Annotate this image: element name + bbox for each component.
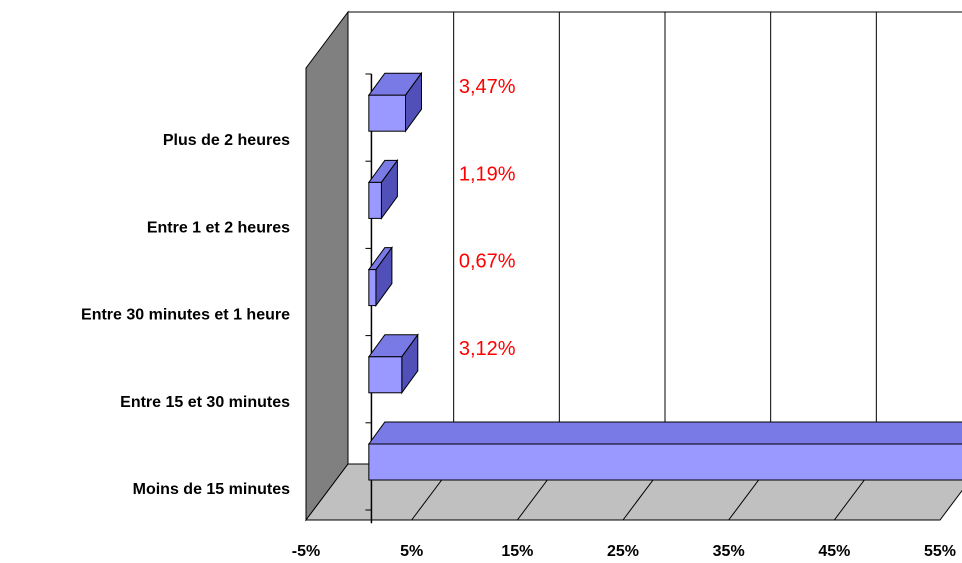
x-tick-label-4: 25% [607,543,639,560]
data-label-4: 3,12% [459,338,516,360]
bar-1 [367,71,423,133]
category-label-4: Entre 15 et 30 minutes [120,394,290,411]
bar-front-face [368,94,406,132]
bar-front-face [368,356,403,394]
category-label-2: Entre 1 et 2 heures [147,219,290,236]
bar-3 [367,246,393,308]
bar-5 [367,421,962,481]
x-tick-labels: -5% 5% 15% 25% 35% 45% 55% [292,543,956,560]
bar-top-face [367,421,962,445]
bar-front-face [368,443,962,481]
category-label-3: Entre 30 minutes et 1 heure [81,307,290,324]
bar-front-face [368,181,382,219]
bars [367,71,962,481]
x-tick-label-5: 35% [713,543,745,560]
x-tick-label-1: -5% [292,543,320,560]
x-tick-label-7: 55% [924,543,956,560]
data-label-2: 1,19% [459,163,516,185]
x-tick-label-3: 15% [501,543,533,560]
bar-2 [367,158,399,220]
back-wall [347,11,962,465]
bar-4 [367,333,419,395]
category-labels: Plus de 2 heures Entre 1 et 2 heures Entre… [81,132,290,498]
gridlines [411,12,877,521]
data-label-1: 3,47% [459,76,516,98]
x-tick-label-6: 45% [818,543,850,560]
category-label-5: Moins de 15 minutes [133,481,290,498]
data-label-3: 0,67% [459,251,516,273]
x-tick-label-2: 5% [400,543,423,560]
data-labels: 3,47%1,19%0,67%3,12%91,55% [459,76,516,360]
category-label-1: Plus de 2 heures [163,132,290,149]
bar-front-face [368,269,377,307]
side-wall [305,10,349,522]
